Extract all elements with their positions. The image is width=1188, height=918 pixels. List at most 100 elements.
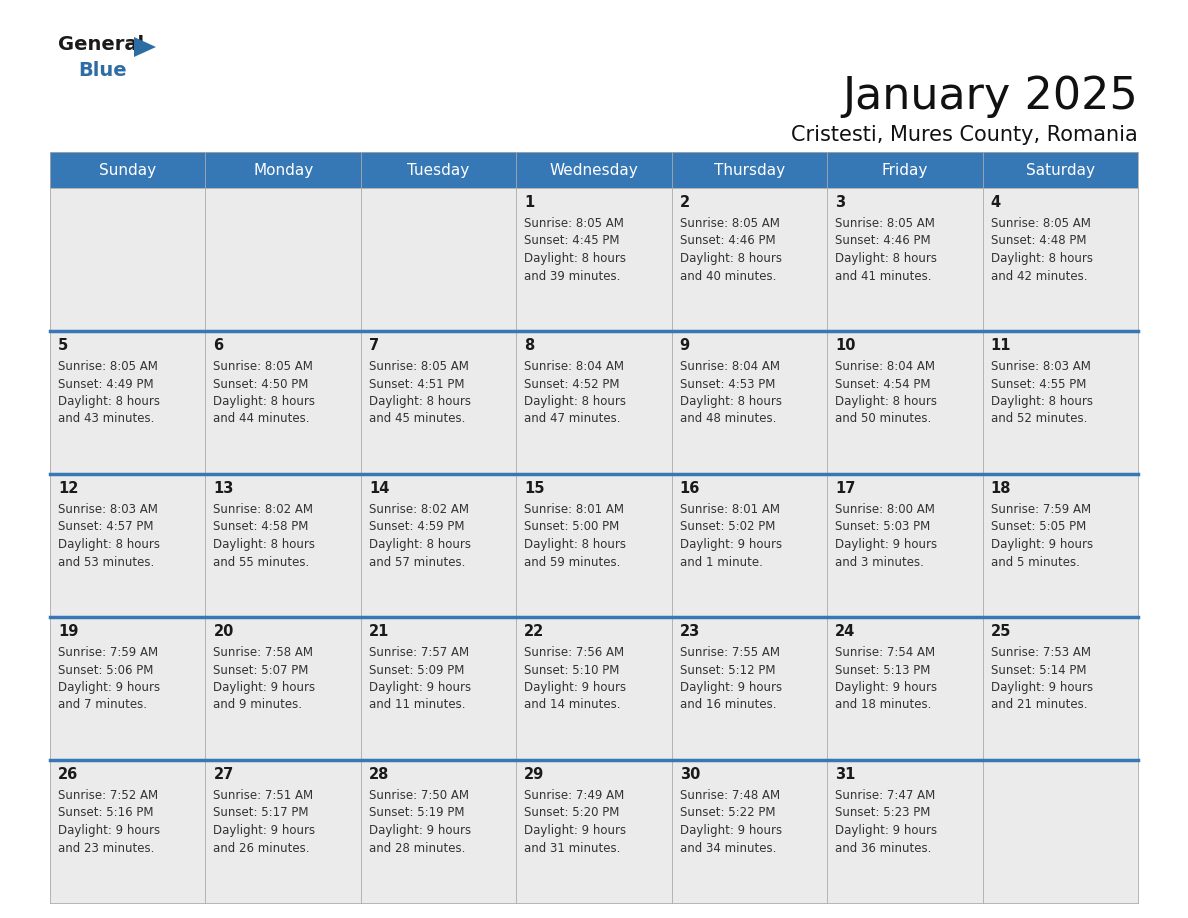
Bar xyxy=(982,331,1138,474)
Bar xyxy=(361,617,517,760)
Text: Daylight: 9 hours: Daylight: 9 hours xyxy=(991,538,1093,551)
Text: Sunset: 4:51 PM: Sunset: 4:51 PM xyxy=(368,377,465,390)
Text: Sunrise: 7:52 AM: Sunrise: 7:52 AM xyxy=(58,789,158,802)
Text: Wednesday: Wednesday xyxy=(550,162,638,177)
Text: Saturday: Saturday xyxy=(1025,162,1095,177)
Text: Daylight: 9 hours: Daylight: 9 hours xyxy=(991,681,1093,694)
Text: and 44 minutes.: and 44 minutes. xyxy=(214,412,310,426)
Text: Sunrise: 8:04 AM: Sunrise: 8:04 AM xyxy=(524,360,624,373)
Bar xyxy=(982,617,1138,760)
Text: and 55 minutes.: and 55 minutes. xyxy=(214,555,310,568)
Bar xyxy=(671,331,827,474)
Text: 18: 18 xyxy=(991,481,1011,496)
Text: Sunset: 5:12 PM: Sunset: 5:12 PM xyxy=(680,664,776,677)
Text: Sunrise: 7:47 AM: Sunrise: 7:47 AM xyxy=(835,789,935,802)
Text: Sunset: 4:45 PM: Sunset: 4:45 PM xyxy=(524,234,620,248)
Text: 19: 19 xyxy=(58,624,78,639)
Bar xyxy=(50,331,206,474)
Bar xyxy=(517,617,671,760)
Text: 16: 16 xyxy=(680,481,700,496)
Bar xyxy=(827,188,982,331)
Text: Sunset: 5:10 PM: Sunset: 5:10 PM xyxy=(524,664,620,677)
Bar xyxy=(827,474,982,617)
Text: Blue: Blue xyxy=(78,61,127,80)
Text: Sunset: 5:07 PM: Sunset: 5:07 PM xyxy=(214,664,309,677)
Text: Sunday: Sunday xyxy=(99,162,157,177)
Text: Sunset: 5:02 PM: Sunset: 5:02 PM xyxy=(680,521,775,533)
Bar xyxy=(671,760,827,903)
Text: and 21 minutes.: and 21 minutes. xyxy=(991,699,1087,711)
Text: and 52 minutes.: and 52 minutes. xyxy=(991,412,1087,426)
Text: Sunset: 5:14 PM: Sunset: 5:14 PM xyxy=(991,664,1086,677)
Text: 22: 22 xyxy=(524,624,544,639)
Text: and 31 minutes.: and 31 minutes. xyxy=(524,842,620,855)
Bar xyxy=(50,617,206,760)
Text: Daylight: 8 hours: Daylight: 8 hours xyxy=(368,395,470,408)
Bar xyxy=(517,188,671,331)
Text: and 45 minutes.: and 45 minutes. xyxy=(368,412,466,426)
Text: and 7 minutes.: and 7 minutes. xyxy=(58,699,147,711)
Bar xyxy=(361,331,517,474)
Bar xyxy=(361,474,517,617)
Text: Sunset: 5:23 PM: Sunset: 5:23 PM xyxy=(835,807,930,820)
Text: Sunset: 4:54 PM: Sunset: 4:54 PM xyxy=(835,377,930,390)
Text: 27: 27 xyxy=(214,767,234,782)
Text: 8: 8 xyxy=(524,338,535,353)
Text: Sunset: 5:13 PM: Sunset: 5:13 PM xyxy=(835,664,930,677)
Text: Sunset: 5:09 PM: Sunset: 5:09 PM xyxy=(368,664,465,677)
Bar xyxy=(206,152,361,188)
Text: Sunset: 4:49 PM: Sunset: 4:49 PM xyxy=(58,377,153,390)
Text: and 1 minute.: and 1 minute. xyxy=(680,555,763,568)
Text: January 2025: January 2025 xyxy=(842,75,1138,118)
Text: 26: 26 xyxy=(58,767,78,782)
Text: 4: 4 xyxy=(991,195,1000,210)
Text: Daylight: 8 hours: Daylight: 8 hours xyxy=(991,395,1093,408)
Text: Sunrise: 8:00 AM: Sunrise: 8:00 AM xyxy=(835,503,935,516)
Text: 24: 24 xyxy=(835,624,855,639)
Text: and 59 minutes.: and 59 minutes. xyxy=(524,555,620,568)
Bar xyxy=(982,474,1138,617)
Text: Sunrise: 7:48 AM: Sunrise: 7:48 AM xyxy=(680,789,779,802)
Text: 5: 5 xyxy=(58,338,68,353)
Text: Sunrise: 8:05 AM: Sunrise: 8:05 AM xyxy=(835,217,935,230)
Text: 12: 12 xyxy=(58,481,78,496)
Text: 31: 31 xyxy=(835,767,855,782)
Text: 20: 20 xyxy=(214,624,234,639)
Bar xyxy=(671,474,827,617)
Text: Daylight: 8 hours: Daylight: 8 hours xyxy=(835,252,937,265)
Bar xyxy=(517,331,671,474)
Text: Sunrise: 8:04 AM: Sunrise: 8:04 AM xyxy=(680,360,779,373)
Text: Sunset: 4:46 PM: Sunset: 4:46 PM xyxy=(835,234,930,248)
Bar xyxy=(517,760,671,903)
Text: Sunrise: 8:01 AM: Sunrise: 8:01 AM xyxy=(680,503,779,516)
Bar xyxy=(671,617,827,760)
Text: Sunset: 4:46 PM: Sunset: 4:46 PM xyxy=(680,234,776,248)
Text: Sunrise: 8:05 AM: Sunrise: 8:05 AM xyxy=(58,360,158,373)
Text: Sunrise: 8:05 AM: Sunrise: 8:05 AM xyxy=(524,217,624,230)
Bar xyxy=(361,760,517,903)
Text: Sunrise: 8:02 AM: Sunrise: 8:02 AM xyxy=(368,503,469,516)
Text: and 53 minutes.: and 53 minutes. xyxy=(58,555,154,568)
Text: Sunrise: 8:01 AM: Sunrise: 8:01 AM xyxy=(524,503,624,516)
Text: 15: 15 xyxy=(524,481,545,496)
Bar xyxy=(50,152,206,188)
Text: Daylight: 9 hours: Daylight: 9 hours xyxy=(680,681,782,694)
Text: and 41 minutes.: and 41 minutes. xyxy=(835,270,931,283)
Text: and 28 minutes.: and 28 minutes. xyxy=(368,842,466,855)
Text: and 47 minutes.: and 47 minutes. xyxy=(524,412,621,426)
Bar xyxy=(827,760,982,903)
Text: Sunset: 4:50 PM: Sunset: 4:50 PM xyxy=(214,377,309,390)
Text: Daylight: 9 hours: Daylight: 9 hours xyxy=(680,538,782,551)
Text: and 3 minutes.: and 3 minutes. xyxy=(835,555,924,568)
Text: Daylight: 8 hours: Daylight: 8 hours xyxy=(58,395,160,408)
Text: Daylight: 8 hours: Daylight: 8 hours xyxy=(524,395,626,408)
Text: and 48 minutes.: and 48 minutes. xyxy=(680,412,776,426)
Text: and 11 minutes.: and 11 minutes. xyxy=(368,699,466,711)
Text: Sunset: 5:19 PM: Sunset: 5:19 PM xyxy=(368,807,465,820)
Text: Daylight: 9 hours: Daylight: 9 hours xyxy=(524,681,626,694)
Text: Sunrise: 8:05 AM: Sunrise: 8:05 AM xyxy=(368,360,469,373)
Text: Sunrise: 8:05 AM: Sunrise: 8:05 AM xyxy=(214,360,314,373)
Text: 23: 23 xyxy=(680,624,700,639)
Text: Sunset: 4:59 PM: Sunset: 4:59 PM xyxy=(368,521,465,533)
Text: Sunset: 5:16 PM: Sunset: 5:16 PM xyxy=(58,807,153,820)
